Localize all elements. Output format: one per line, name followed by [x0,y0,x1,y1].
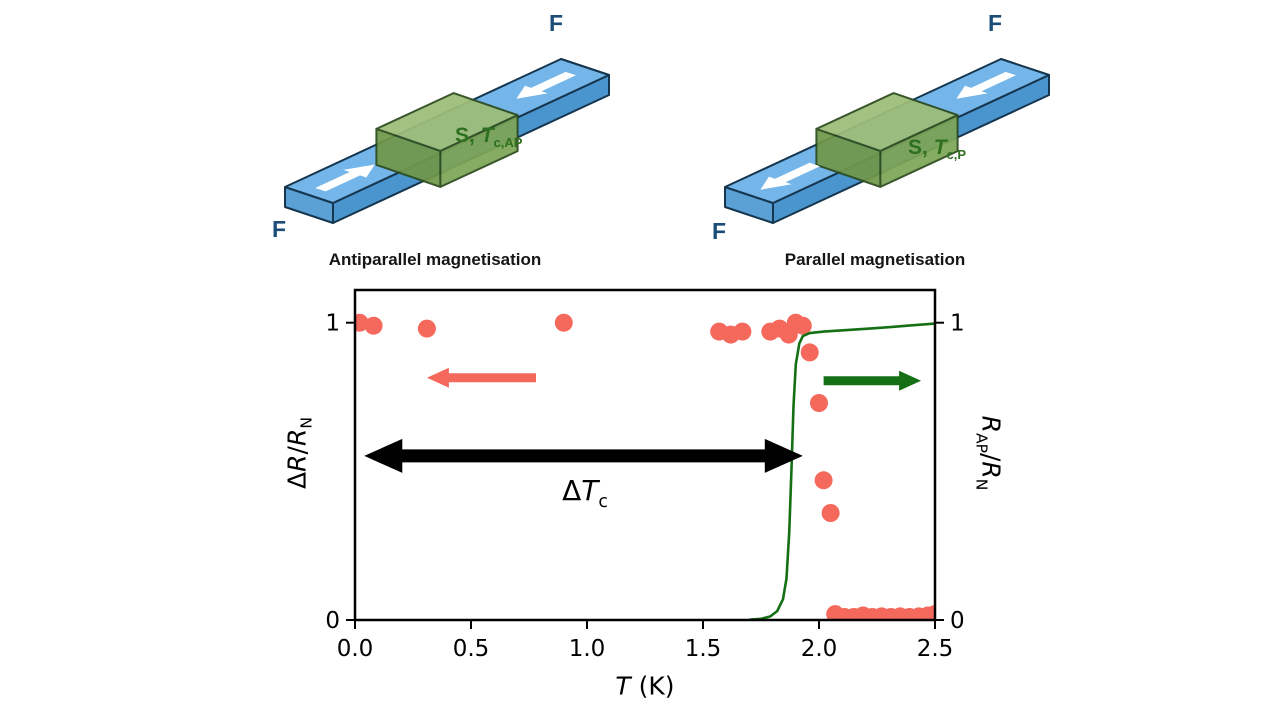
left-axis-tick-label: 0 [325,608,340,634]
x-axis-tick-label: 0.5 [453,636,490,662]
scatter-point [364,316,383,335]
left-axis-tick-label: 1 [325,311,340,337]
delta-symbol: Δ [282,471,312,489]
ap-subscript: AP [972,433,991,453]
r-symbol: R [976,415,1006,433]
f-layer-label-bottom-left-device: F [272,216,287,242]
right-y-axis-label: RAP/RN [973,416,1006,491]
right-axis-tick-label: 0 [950,608,965,634]
f-layer-label-bottom-right-device: F [712,218,727,244]
scatter-point [793,316,812,335]
scatter-point [814,471,833,490]
delta-tc-annotation-label: ΔTc [562,474,608,512]
f-layer-label-top-right-device: F [988,10,1003,36]
x-axis-tick-label: 2.5 [917,636,954,662]
x-axis-tick-label: 2.0 [801,636,838,662]
scatter-point [554,313,573,332]
left-y-axis-label: ΔR/RN [283,417,316,489]
x-axis-label: T (K) [615,672,674,701]
t-symbol: T [581,474,599,508]
plot-frame [353,288,937,622]
magnetisation-arrow-bottom-right-device [760,162,820,190]
x-axis-tick-label: 0.0 [337,636,374,662]
delta-tc-range-arrow [364,438,803,473]
c-subscript: c [598,491,608,512]
s-layer-label-left-device: S, Tc,AP [455,124,522,150]
r-symbol: R [976,461,1006,479]
scatter-point [926,605,935,620]
parallel-device-illustration [724,58,1050,224]
scatter-point [417,319,436,338]
f-layer-label-top-left-device: F [549,10,564,36]
s-label-symbol: T [480,124,494,147]
scatter-point [821,504,840,522]
s-label-subscript: c,P [946,147,967,163]
delta-symbol: Δ [562,474,582,508]
scatter-point [800,343,819,362]
slash: / [976,452,1006,462]
antiparallel-device-illustration [284,58,610,224]
scatter-point [733,322,752,341]
x-axis-tick-label: 1.0 [569,636,606,662]
slash: / [282,446,312,455]
superconductor-layer [815,92,959,188]
s-label-prefix: S, [455,124,481,147]
superconductor-layer [375,92,519,188]
rap-rn-line-series [749,322,935,620]
magnetisation-arrow-top-right-device [956,71,1016,99]
superconductor-top-face [375,92,519,152]
caption-parallel: Parallel magnetisation [784,250,966,269]
n-subscript: N [972,478,991,491]
n-subscript: N [297,417,316,429]
superconductor-top-face [815,92,959,152]
s-label-symbol: T [933,136,947,159]
points-to-right-axis-arrow [823,370,922,391]
r-symbol: R [282,428,312,447]
scatter-point [810,394,828,412]
s-layer-label-right-device: S, Tc,P [908,136,966,162]
delta-r-scatter-series [355,313,935,620]
right-axis-tick-label: 1 [950,311,965,337]
caption-antiparallel: Antiparallel magnetisation [328,250,542,269]
unit: (K) [630,671,675,701]
t-symbol: T [615,671,631,701]
s-label-subscript: c,AP [493,135,523,151]
magnetisation-arrow-top-left-device [516,71,576,99]
r-symbol: R [282,454,312,472]
x-axis-tick-label: 1.5 [685,636,722,662]
magnetisation-arrow-bottom-left-device [315,164,375,192]
s-label-prefix: S, [908,136,934,159]
points-to-left-axis-arrow [426,367,536,388]
